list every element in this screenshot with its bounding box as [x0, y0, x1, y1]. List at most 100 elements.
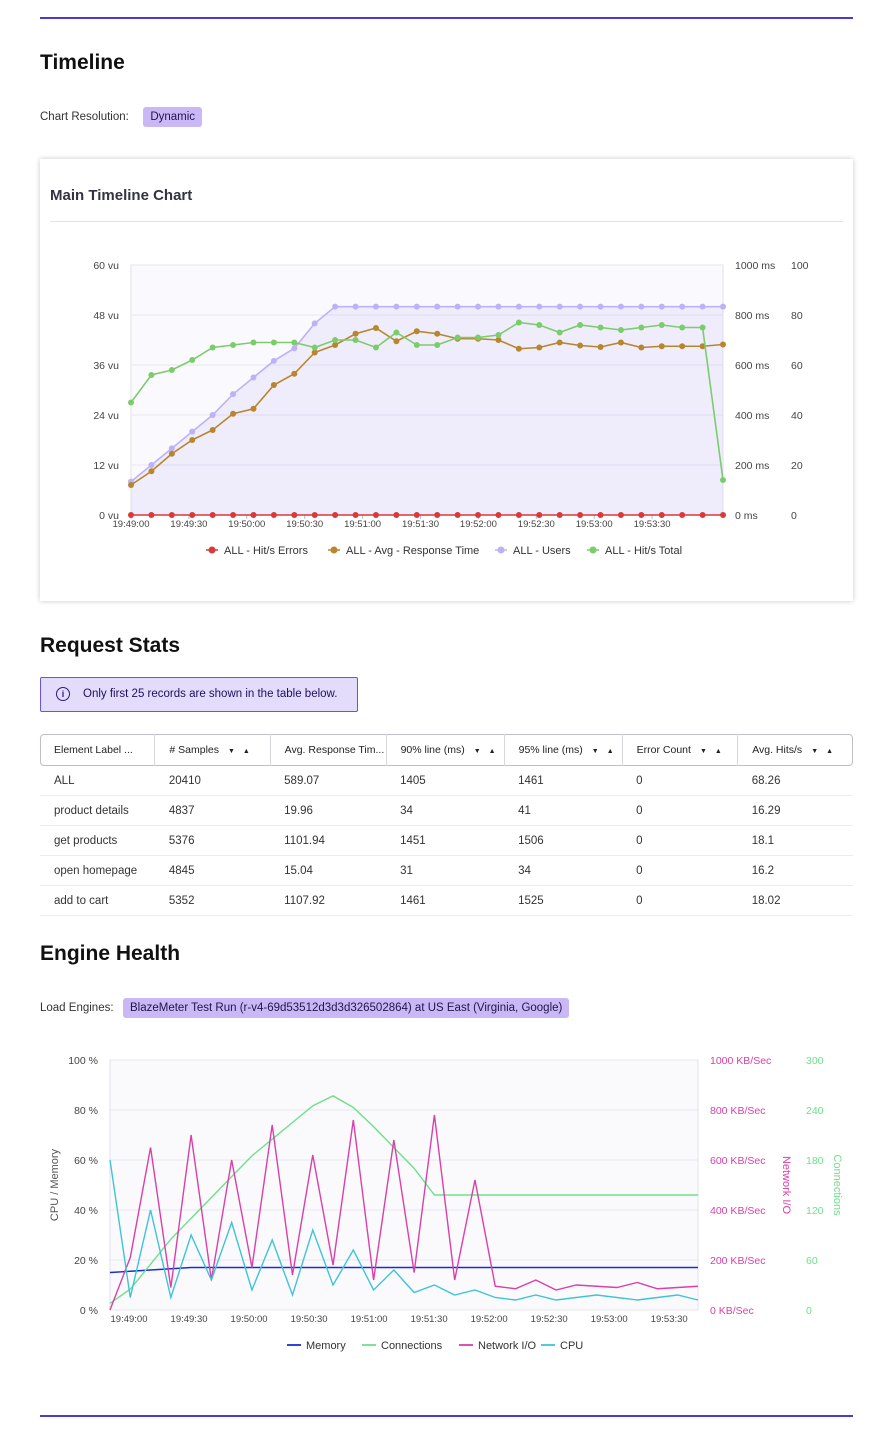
sort-icon[interactable]: ▼▲ — [811, 748, 842, 755]
data-point — [658, 322, 665, 328]
data-point — [454, 303, 461, 310]
col-95-line-text: 95% line (ms) — [518, 744, 583, 756]
data-point — [699, 512, 706, 518]
data-point — [128, 512, 134, 518]
data-point — [311, 349, 318, 356]
table-cell: 68.26 — [737, 766, 853, 796]
data-point — [332, 512, 339, 518]
col-error-count[interactable]: Error Count ▼▲ — [621, 734, 738, 766]
info-icon: i — [56, 687, 70, 701]
series-line — [109, 1266, 698, 1274]
x-tick-label: 19:51:30 — [402, 519, 439, 530]
data-point — [617, 512, 624, 518]
sort-icon[interactable]: ▼▲ — [699, 748, 730, 755]
data-point — [720, 303, 726, 310]
data-point — [230, 391, 237, 398]
table-cell: 1461 — [386, 885, 505, 916]
table-cell: 34 — [504, 855, 623, 886]
col-90-line[interactable]: 90% line (ms) ▼▲ — [385, 734, 505, 766]
y-tick-label-hits: 80 — [791, 310, 803, 322]
table-cell: 19.96 — [270, 795, 387, 826]
data-point — [597, 303, 604, 310]
x-tick-label: 19:50:00 — [228, 519, 265, 530]
table-cell: 20410 — [154, 766, 271, 796]
load-engines-label: Load Engines: — [40, 1002, 114, 1014]
col-samples[interactable]: # Samples ▼▲ — [154, 734, 271, 766]
data-point — [597, 324, 604, 331]
data-point — [168, 445, 175, 452]
engine-health-heading: Engine Health — [40, 942, 181, 965]
x-tick-label: 19:52:00 — [471, 1314, 508, 1325]
table-cell: 16.2 — [737, 855, 853, 886]
y-tick-label-ms: 200 ms — [735, 460, 769, 472]
data-point — [250, 405, 257, 412]
data-point — [352, 303, 359, 310]
data-point — [291, 339, 298, 346]
col-95-line[interactable]: 95% line (ms) ▼▲ — [503, 734, 623, 766]
y-tick-label-ms: 800 ms — [735, 310, 769, 322]
series-line — [109, 1114, 699, 1311]
data-point — [393, 329, 400, 336]
y-tick-label-left: 40 % — [74, 1205, 98, 1217]
data-point — [699, 343, 706, 350]
table-cell: 0 — [622, 795, 738, 826]
col-avg-response-text: Avg. Response Tim... — [284, 744, 385, 756]
table-header-row: Element Label ... # Samples ▼▲ Avg. Respo… — [40, 734, 853, 766]
x-tick-label: 19:49:00 — [111, 1314, 148, 1325]
data-point — [372, 325, 379, 331]
data-point — [209, 427, 216, 433]
sort-icon[interactable]: ▼▲ — [591, 748, 622, 755]
y-tick-label-left: 12 vu — [93, 460, 119, 472]
y-tick-label-ms: 0 ms — [735, 510, 758, 522]
data-point — [495, 303, 502, 310]
x-tick-label: 19:53:30 — [634, 519, 671, 530]
y-tick-label-left: 0 % — [80, 1305, 98, 1317]
data-point — [148, 512, 155, 518]
data-point — [495, 337, 502, 343]
y-tick-label-network: 400 KB/Sec — [710, 1205, 765, 1217]
table-cell: 1506 — [504, 825, 623, 856]
table-cell: 1405 — [386, 766, 505, 796]
col-90-line-text: 90% line (ms) — [400, 744, 465, 756]
x-tick-label: 19:50:30 — [291, 1314, 328, 1325]
y-tick-label-ms: 1000 ms — [735, 260, 775, 272]
legend-label: Memory — [306, 1340, 346, 1352]
data-point — [617, 327, 624, 333]
bottom-divider — [40, 1415, 853, 1417]
table-row: add to cart 5352 1107.92 1461 1525 0 18.02 — [40, 885, 853, 916]
table-cell: 0 — [622, 766, 738, 796]
col-avg-response[interactable]: Avg. Response Tim... — [269, 734, 387, 766]
data-point — [597, 344, 604, 350]
data-point — [434, 330, 441, 337]
y-tick-label-connections: 300 — [806, 1055, 824, 1067]
table-row: get products 5376 1101.94 1451 1506 0 18.1 — [40, 825, 853, 856]
sort-icon[interactable]: ▼▲ — [228, 748, 258, 755]
data-point — [311, 320, 318, 327]
col-avg-hits[interactable]: Avg. Hits/s ▼▲ — [737, 734, 853, 766]
y-axis-label-network: Network I/O — [780, 1156, 792, 1215]
info-text: Only first 25 records are shown in the t… — [83, 688, 338, 700]
data-point — [372, 303, 379, 310]
data-point — [168, 512, 175, 518]
table-cell: 4837 — [154, 795, 271, 826]
y-tick-label-left: 36 vu — [93, 360, 119, 372]
load-engine-select[interactable]: BlazeMeter Test Run (r-v4-69d53512d3d3d3… — [123, 998, 570, 1018]
data-point — [475, 512, 482, 518]
data-point — [270, 339, 277, 346]
x-tick-label: 19:53:00 — [576, 519, 613, 530]
table-cell: 0 — [622, 885, 738, 916]
sort-icon[interactable]: ▼▲ — [473, 748, 504, 755]
data-point — [617, 303, 624, 310]
data-point — [230, 410, 237, 417]
col-element-label[interactable]: Element Label ... — [40, 734, 155, 766]
data-point — [638, 324, 645, 331]
x-tick-label: 19:49:30 — [171, 1314, 208, 1325]
data-point — [291, 512, 298, 518]
col-element-label-text: Element Label ... — [54, 744, 133, 756]
legend-label: Network I/O — [478, 1340, 537, 1352]
data-point — [577, 303, 584, 310]
y-tick-label-connections: 240 — [806, 1105, 824, 1117]
legend-marker — [497, 546, 505, 554]
y-tick-label-left: 20 % — [74, 1255, 98, 1267]
chart-resolution-select[interactable]: Dynamic — [143, 107, 203, 127]
